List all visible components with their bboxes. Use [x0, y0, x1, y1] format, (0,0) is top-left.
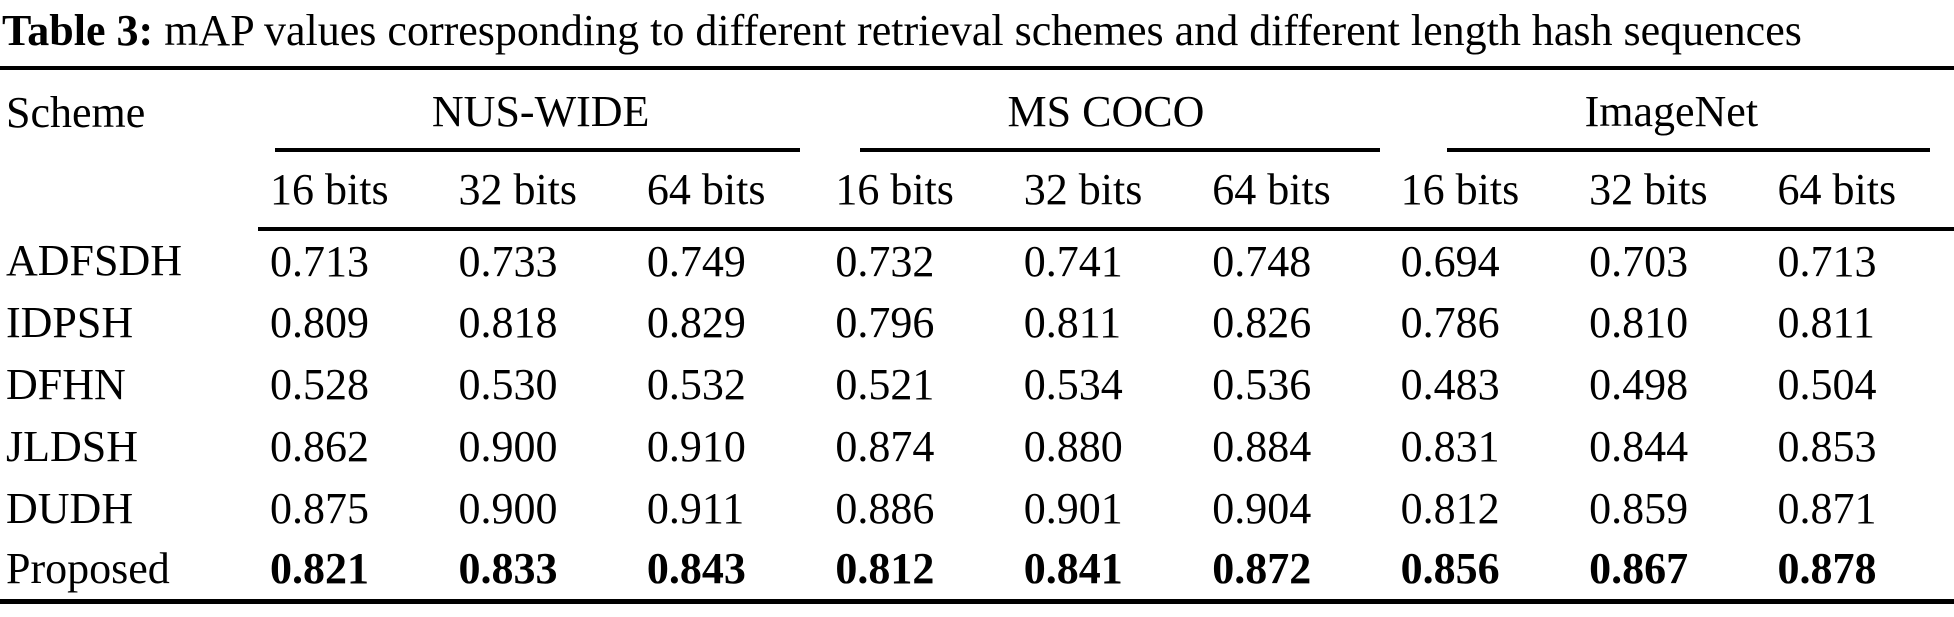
value-cell: 0.833	[458, 544, 558, 594]
value-cell: 0.811	[1777, 297, 1875, 347]
value-cell: 0.483	[1400, 359, 1500, 409]
group-rule-ms-coco	[860, 148, 1380, 152]
value-cell: 0.809	[270, 297, 369, 347]
column-header-bits: 64 bits	[634, 152, 824, 231]
column-header-bits: 32 bits	[1577, 152, 1766, 231]
value-cell: 0.856	[1400, 544, 1500, 594]
group-header-imagenet: ImageNet	[1389, 68, 1954, 152]
group-header-nus-wide: NUS-WIDE	[258, 68, 823, 152]
group-header-imagenet-label: ImageNet	[1584, 86, 1759, 136]
value-cell: 0.900	[458, 421, 558, 471]
value-cell: 0.748	[1212, 236, 1312, 286]
table-caption-text: mAP values corresponding to different re…	[153, 6, 1802, 55]
table-row: JLDSH 0.862 0.900 0.910 0.874 0.880 0.884 0.831…	[0, 415, 1954, 477]
value-cell: 0.528	[270, 359, 369, 409]
value-cell: 0.733	[458, 236, 558, 286]
value-cell: 0.901	[1023, 483, 1123, 533]
group-header-row: Scheme NUS-WIDE MS COCO ImageNet	[0, 68, 1954, 152]
value-cell: 0.498	[1589, 359, 1689, 409]
column-header-bits: 16 bits	[258, 152, 447, 231]
value-cell: 0.844	[1589, 421, 1689, 471]
scheme-cell: DUDH	[6, 483, 134, 533]
value-cell: 0.878	[1777, 544, 1877, 594]
value-cell: 0.859	[1589, 483, 1689, 533]
value-cell: 0.504	[1777, 359, 1877, 409]
scheme-cell: IDPSH	[6, 297, 134, 347]
value-cell: 0.532	[646, 359, 746, 409]
value-cell: 0.826	[1212, 297, 1312, 347]
column-header-bits: 64 bits	[1765, 152, 1954, 231]
scheme-cell: JLDSH	[6, 421, 139, 471]
group-header-ms-coco-label: MS COCO	[1007, 86, 1205, 136]
table-caption: Table 3: mAP values corresponding to dif…	[0, 0, 1954, 66]
value-cell: 0.880	[1023, 421, 1123, 471]
value-cell: 0.911	[646, 483, 745, 533]
value-cell: 0.713	[270, 236, 369, 286]
value-cell: 0.811	[1023, 297, 1122, 347]
scheme-cell: ADFSDH	[6, 235, 183, 285]
column-header-bits: 64 bits	[1200, 152, 1389, 231]
bits-header-row: 16 bits 32 bits 64 bits 16 bits 32 bits …	[0, 152, 1954, 231]
value-cell: 0.872	[1212, 544, 1312, 594]
column-header-bits: 32 bits	[446, 152, 635, 231]
value-cell: 0.900	[458, 483, 558, 533]
value-cell: 0.536	[1212, 359, 1312, 409]
value-cell: 0.886	[835, 483, 935, 533]
value-cell: 0.843	[646, 544, 746, 594]
value-cell: 0.818	[458, 297, 558, 347]
value-cell: 0.534	[1023, 359, 1123, 409]
value-cell: 0.862	[270, 421, 369, 471]
table-caption-label: Table 3:	[2, 6, 154, 55]
value-cell: 0.732	[835, 236, 935, 286]
value-cell: 0.530	[458, 359, 558, 409]
column-header-bits: 32 bits	[1011, 152, 1201, 231]
table-row: DFHN 0.528 0.530 0.532 0.521 0.534 0.536 0.483 0…	[0, 353, 1954, 415]
table-body: ADFSDH 0.713 0.733 0.749 0.732 0.741 0.748 0.69…	[0, 229, 1954, 601]
value-cell: 0.821	[270, 544, 369, 594]
value-cell: 0.910	[646, 421, 746, 471]
group-rule-imagenet	[1446, 148, 1930, 152]
table-row: Proposed 0.821 0.833 0.843 0.812 0.841 0.872 0.…	[0, 539, 1954, 601]
table-row: DUDH 0.875 0.900 0.911 0.886 0.901 0.904 0.812 0…	[0, 477, 1954, 539]
value-cell: 0.694	[1400, 236, 1500, 286]
value-cell: 0.884	[1212, 421, 1312, 471]
column-header-scheme: Scheme	[6, 88, 146, 137]
value-cell: 0.904	[1212, 483, 1312, 533]
value-cell: 0.812	[835, 544, 935, 594]
group-header-nus-wide-label: NUS-WIDE	[431, 86, 650, 136]
value-cell: 0.829	[646, 297, 746, 347]
value-cell: 0.521	[835, 359, 935, 409]
value-cell: 0.749	[646, 236, 746, 286]
value-cell: 0.874	[835, 421, 935, 471]
value-cell: 0.853	[1777, 421, 1877, 471]
value-cell: 0.871	[1777, 483, 1877, 533]
scheme-cell: Proposed	[6, 544, 170, 594]
group-header-ms-coco: MS COCO	[823, 68, 1388, 152]
value-cell: 0.703	[1589, 236, 1689, 286]
value-cell: 0.786	[1400, 297, 1500, 347]
group-rule-nus-wide	[275, 148, 801, 152]
column-header-bits: 16 bits	[1388, 152, 1578, 231]
value-cell: 0.810	[1589, 297, 1689, 347]
value-cell: 0.796	[835, 297, 935, 347]
value-cell: 0.875	[270, 483, 369, 533]
value-cell: 0.841	[1023, 544, 1123, 594]
value-cell: 0.831	[1400, 421, 1500, 471]
value-cell: 0.867	[1589, 544, 1689, 594]
results-table: Scheme NUS-WIDE MS COCO ImageNet 16 bits…	[0, 66, 1954, 604]
table-row: IDPSH 0.809 0.818 0.829 0.796 0.811 0.826 0.786…	[0, 291, 1954, 353]
column-header-bits: 16 bits	[823, 152, 1012, 231]
value-cell: 0.812	[1400, 483, 1500, 533]
value-cell: 0.741	[1023, 236, 1123, 286]
scheme-cell: DFHN	[6, 359, 126, 409]
value-cell: 0.713	[1777, 236, 1877, 286]
table-row: ADFSDH 0.713 0.733 0.749 0.732 0.741 0.748 0.69…	[0, 229, 1954, 291]
